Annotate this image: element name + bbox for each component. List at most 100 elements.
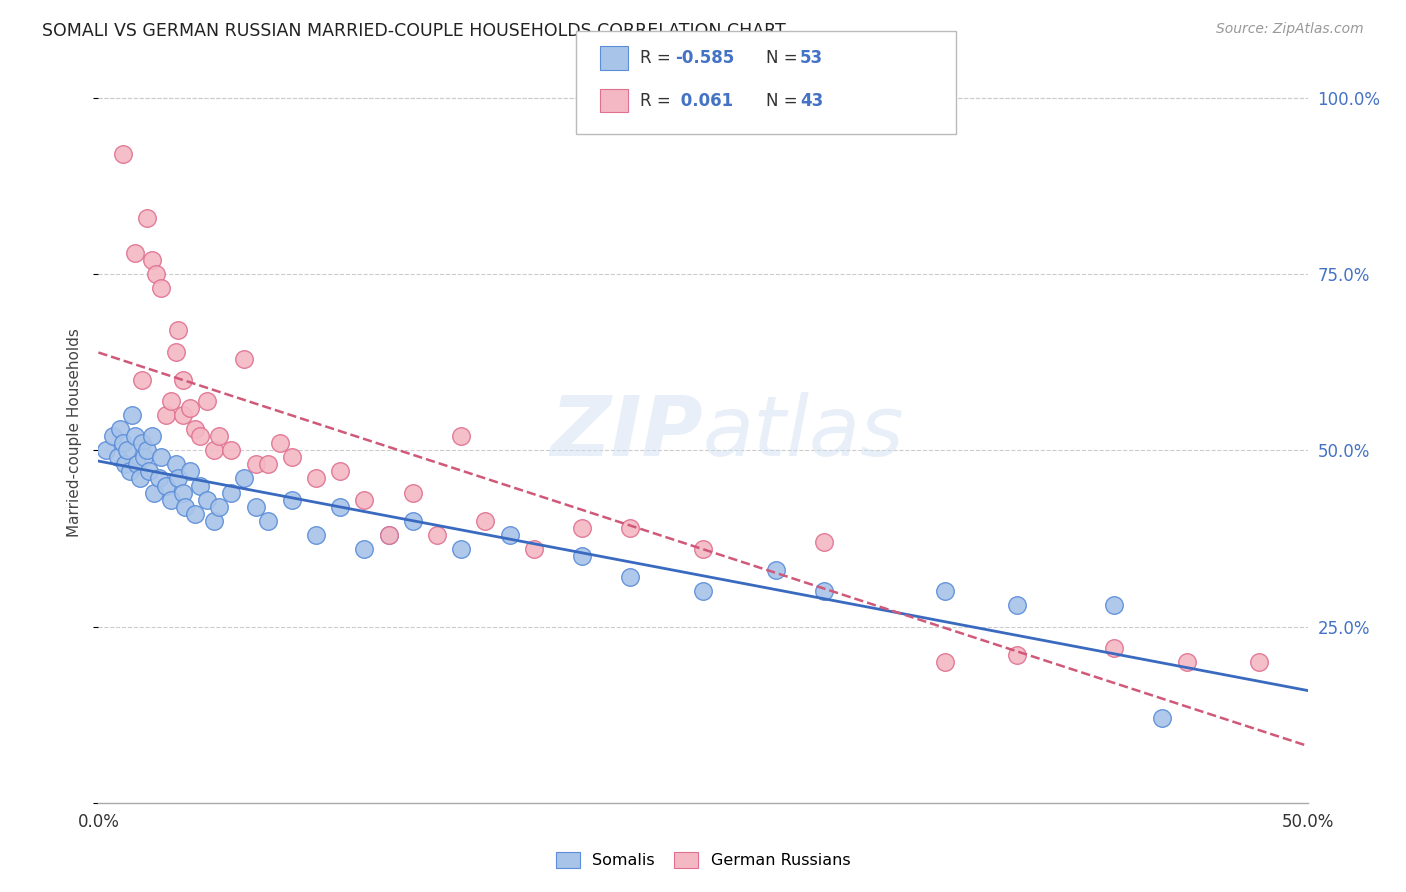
Point xyxy=(329,464,352,478)
Point xyxy=(118,464,141,478)
Point xyxy=(160,492,183,507)
Point xyxy=(1102,599,1125,613)
Point xyxy=(108,422,131,436)
Point xyxy=(256,514,278,528)
Point xyxy=(450,429,472,443)
Point xyxy=(765,563,787,577)
Point xyxy=(1175,655,1198,669)
Point xyxy=(184,507,207,521)
Point xyxy=(256,458,278,472)
Point xyxy=(179,401,201,415)
Point xyxy=(141,429,163,443)
Point xyxy=(1102,640,1125,655)
Point xyxy=(450,541,472,556)
Text: 53: 53 xyxy=(800,49,823,67)
Point xyxy=(305,471,328,485)
Point xyxy=(174,500,197,514)
Point xyxy=(188,478,211,492)
Legend: Somalis, German Russians: Somalis, German Russians xyxy=(547,844,859,876)
Point xyxy=(402,485,425,500)
Point xyxy=(160,393,183,408)
Point xyxy=(204,514,226,528)
Point xyxy=(167,471,190,485)
Point xyxy=(117,443,139,458)
Point xyxy=(150,281,173,295)
Point xyxy=(155,408,177,422)
Point xyxy=(111,436,134,450)
Point xyxy=(150,450,173,465)
Point xyxy=(1007,599,1029,613)
Point xyxy=(498,528,520,542)
Point xyxy=(377,528,399,542)
Point xyxy=(221,485,243,500)
Point xyxy=(172,408,194,422)
Text: R =: R = xyxy=(640,92,676,110)
Text: ZIP: ZIP xyxy=(550,392,703,473)
Point xyxy=(329,500,352,514)
Y-axis label: Married-couple Households: Married-couple Households xyxy=(67,328,83,537)
Point xyxy=(107,450,129,465)
Point xyxy=(131,436,153,450)
Point xyxy=(128,471,150,485)
Point xyxy=(813,584,835,599)
Point xyxy=(101,429,124,443)
Point xyxy=(143,485,166,500)
Point xyxy=(111,147,134,161)
Point xyxy=(145,267,167,281)
Point xyxy=(245,500,267,514)
Point xyxy=(94,443,117,458)
Point xyxy=(523,541,546,556)
Point xyxy=(232,471,254,485)
Point xyxy=(619,521,641,535)
Point xyxy=(402,514,425,528)
Text: R =: R = xyxy=(640,49,676,67)
Point xyxy=(135,443,157,458)
Point xyxy=(135,211,157,225)
Point xyxy=(148,471,170,485)
Point xyxy=(934,655,956,669)
Text: N =: N = xyxy=(766,49,803,67)
Point xyxy=(571,521,593,535)
Point xyxy=(131,373,153,387)
Point xyxy=(195,393,218,408)
Point xyxy=(184,422,207,436)
Point xyxy=(124,429,146,443)
Point xyxy=(208,500,231,514)
Text: SOMALI VS GERMAN RUSSIAN MARRIED-COUPLE HOUSEHOLDS CORRELATION CHART: SOMALI VS GERMAN RUSSIAN MARRIED-COUPLE … xyxy=(42,22,786,40)
Point xyxy=(167,323,190,337)
Point xyxy=(208,429,231,443)
Point xyxy=(172,485,194,500)
Point xyxy=(619,570,641,584)
Point xyxy=(165,458,187,472)
Text: 0.061: 0.061 xyxy=(675,92,733,110)
Point xyxy=(281,450,304,465)
Point xyxy=(204,443,226,458)
Point xyxy=(571,549,593,563)
Text: Source: ZipAtlas.com: Source: ZipAtlas.com xyxy=(1216,22,1364,37)
Point xyxy=(114,458,136,472)
Point xyxy=(232,351,254,366)
Point xyxy=(127,458,149,472)
Point xyxy=(179,464,201,478)
Point xyxy=(305,528,328,542)
Point xyxy=(281,492,304,507)
Text: N =: N = xyxy=(766,92,803,110)
Point xyxy=(195,492,218,507)
Text: atlas: atlas xyxy=(703,392,904,473)
Point xyxy=(353,541,375,556)
Point xyxy=(141,252,163,267)
Point xyxy=(134,450,156,465)
Point xyxy=(172,373,194,387)
Point xyxy=(121,408,143,422)
Point xyxy=(188,429,211,443)
Point xyxy=(221,443,243,458)
Point xyxy=(934,584,956,599)
Point xyxy=(813,535,835,549)
Point xyxy=(377,528,399,542)
Point xyxy=(426,528,449,542)
Point xyxy=(353,492,375,507)
Point xyxy=(692,584,714,599)
Text: 43: 43 xyxy=(800,92,824,110)
Point xyxy=(269,436,291,450)
Point xyxy=(165,344,187,359)
